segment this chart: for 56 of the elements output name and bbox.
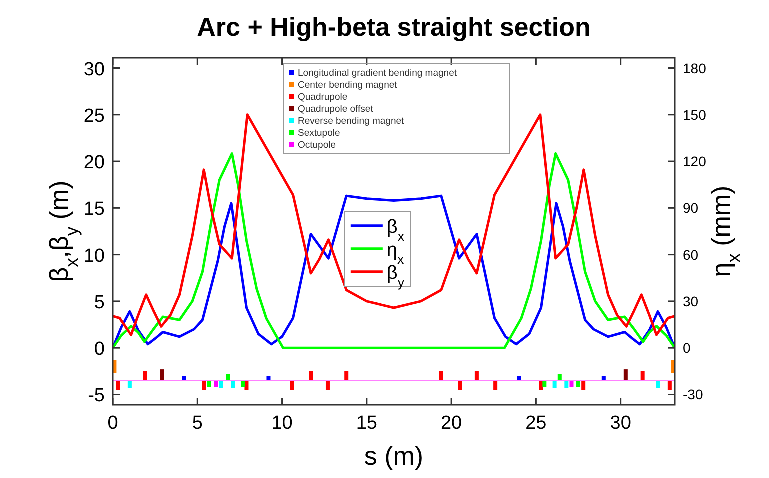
bar <box>576 380 581 388</box>
y-tick-label: 20 <box>84 152 105 174</box>
legend-label: Reverse bending magnet <box>298 116 405 127</box>
y2-tick-label: 0 <box>683 340 691 356</box>
y-tick-label: 30 <box>84 59 105 80</box>
x-tick-label: 15 <box>356 413 378 434</box>
bar <box>326 380 330 390</box>
x-tick-label: 0 <box>108 413 118 434</box>
bar <box>231 380 236 388</box>
chart-title: Arc + High-beta straight section <box>197 12 591 42</box>
y2-tick-label: 60 <box>683 246 699 263</box>
legend-label: Center bending magnet <box>298 80 398 91</box>
legend-label: Longitudinal gradient bending magnet <box>298 68 458 79</box>
bar <box>542 380 547 388</box>
bar <box>160 370 164 381</box>
legend-label: Quadrupole offset <box>298 104 374 115</box>
bar <box>656 380 660 388</box>
bar <box>668 380 672 390</box>
y2-tick-label: 180 <box>683 60 707 76</box>
y2-tick-label: -30 <box>683 386 704 403</box>
x-axis-title: s (m) <box>364 441 424 471</box>
legend-label: Octupole <box>298 140 336 151</box>
y-tick-label: 15 <box>84 199 105 220</box>
bar <box>202 380 206 390</box>
bar <box>290 380 294 390</box>
bar <box>128 380 132 388</box>
bar <box>214 380 218 388</box>
bar <box>458 380 462 390</box>
y-tick-label: 5 <box>94 292 105 314</box>
bar <box>564 380 569 388</box>
y-tick-label: 25 <box>84 106 105 127</box>
bar <box>219 380 224 388</box>
y-tick-label: 0 <box>94 339 105 360</box>
bar <box>552 380 557 388</box>
bar <box>207 380 212 388</box>
x-tick-label: 20 <box>440 413 462 434</box>
bar <box>570 380 574 388</box>
bar <box>494 380 498 390</box>
y2-tick-label: 30 <box>683 293 699 310</box>
bar <box>582 380 586 390</box>
y-tick-label: 10 <box>84 246 105 267</box>
bar <box>116 380 120 390</box>
line-series <box>113 152 675 350</box>
line-series <box>113 114 675 336</box>
bar <box>241 380 246 388</box>
y2-tick-label: 150 <box>683 106 707 123</box>
y2-tick-label: 120 <box>683 154 707 170</box>
x-tick-label: 5 <box>192 413 203 434</box>
y-tick-label: -5 <box>88 386 105 407</box>
bar <box>624 370 628 381</box>
y2-tick-label: 90 <box>683 200 699 216</box>
x-tick-label: 10 <box>272 413 293 434</box>
legend-label: Sextupole <box>298 128 340 139</box>
legend-label: Quadrupole <box>298 92 348 103</box>
x-tick-label: 25 <box>526 413 547 434</box>
x-tick-label: 30 <box>610 413 632 434</box>
